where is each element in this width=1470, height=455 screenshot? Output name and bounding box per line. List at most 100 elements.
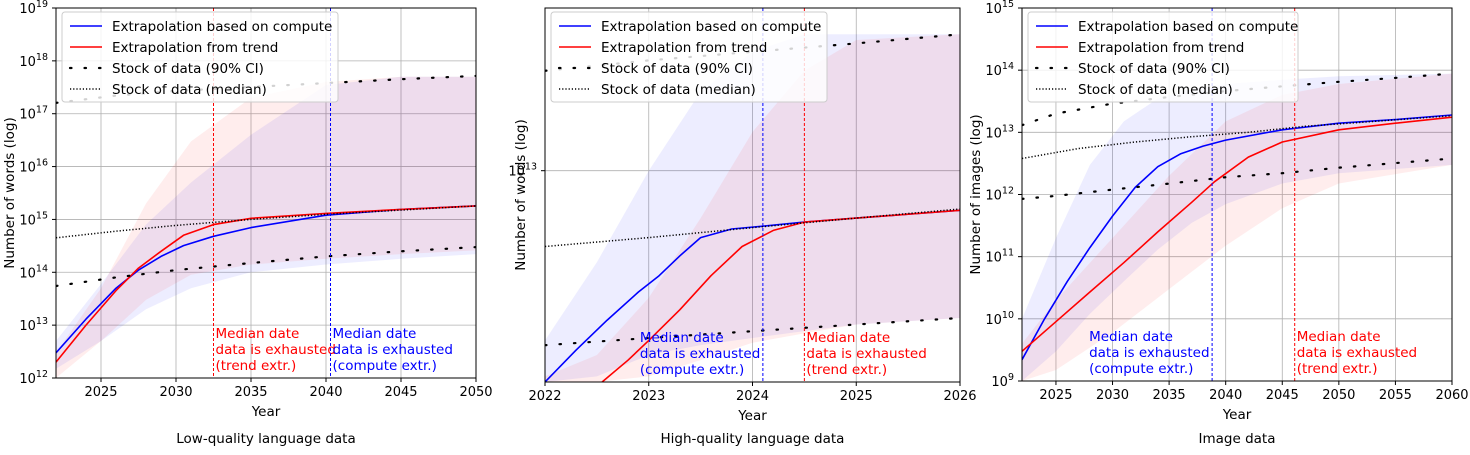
y-tick-base: 10 [985,313,1002,328]
y-tick-exponent: 12 [1002,186,1014,197]
x-tick-label: 2025 [84,385,117,400]
legend-label-ci: Stock of data (90% CI) [112,61,264,77]
y-tick-base: 10 [985,64,1002,79]
y-tick-base: 10 [19,372,36,387]
legend: Extrapolation based on compute Extrapolat… [61,11,339,103]
y-tick-base: 10 [991,375,1008,390]
series-line-ci_high [545,33,960,72]
y-tick-label: 1010 [985,310,1014,328]
legend-label-median: Stock of data (median) [112,82,267,98]
x-tick-label: 2055 [1379,388,1412,403]
median-date-annotation: data is exhausted [333,342,453,358]
y-tick-exponent: 19 [36,0,48,10]
y-tick-label: 109 [991,372,1014,390]
y-tick-label: 1017 [19,105,48,123]
y-tick-exponent: 11 [1002,248,1014,259]
legend: Extrapolation based on compute Extrapolat… [550,11,828,103]
median-date-annotation: Median date [333,326,417,342]
y-tick-exponent: 15 [1002,0,1014,10]
y-axis-label: Number of words (log) [513,119,529,270]
series-line-median [545,208,960,248]
median-date-annotation: Median date [216,326,300,342]
ci-band-compute [545,34,960,382]
y-tick-exponent: 15 [36,210,48,221]
y-tick-exponent: 13 [1002,123,1014,134]
x-tick-label: 2050 [459,385,492,400]
y-tick-base: 10 [985,189,1002,204]
x-axis-label: Year [251,404,281,420]
median-date-annotation: Median date [1089,329,1173,345]
median-date-annotation: Median date [640,330,724,346]
series-line-compute [56,205,476,354]
y-tick-exponent: 17 [36,105,48,116]
median-date-annotation: (compute extr.) [640,362,744,378]
series-line-median [56,205,476,239]
axes-frame [55,7,477,379]
y-tick-label: 1014 [19,263,48,281]
y-tick-label: 1013 [508,162,537,180]
y-tick-exponent: 13 [36,316,48,327]
chart-title: High-quality language data [661,431,845,447]
legend-label-compute: Extrapolation based on compute [112,19,332,35]
ci-band-trend [56,76,476,378]
y-tick-exponent: 16 [36,158,48,169]
y-tick-label: 1012 [985,186,1014,204]
chart-title: Low-quality language data [176,431,355,447]
x-tick-label: 2050 [1322,388,1355,403]
series-line-trend [56,205,476,363]
x-tick-label: 2035 [234,385,267,400]
median-date-annotation: (compute extr.) [333,358,437,374]
plot-area [545,33,960,382]
x-tick-label: 2025 [840,389,873,404]
y-tick-base: 10 [19,319,36,334]
y-tick-base: 10 [19,108,36,123]
x-tick-label: 2025 [1039,388,1072,403]
median-date-annotation: data is exhausted [216,342,336,358]
x-tick-label: 2045 [1266,388,1299,403]
x-tick-label: 2023 [632,389,665,404]
x-tick-label: 2040 [1209,388,1242,403]
x-axis-label: Year [737,408,767,424]
legend-box [550,11,828,103]
series-line-trend [1022,116,1452,352]
chart-title: Image data [1199,431,1276,447]
legend-label-trend: Extrapolation from trend [601,40,767,56]
legend-label-trend: Extrapolation from trend [112,40,278,56]
legend-label-compute: Extrapolation based on compute [1078,19,1298,35]
legend-label-trend: Extrapolation from trend [1078,40,1244,56]
median-date-annotation: data is exhausted [640,346,760,362]
y-tick-label: 1013 [985,123,1014,141]
ci-band-trend [1022,73,1452,381]
y-tick-label: 1015 [985,0,1014,17]
legend-label-median: Stock of data (median) [1078,82,1233,98]
median-date-annotation: (trend extr.) [1297,361,1378,377]
median-date-annotation: data is exhausted [1297,345,1417,361]
y-tick-label: 1016 [19,158,48,176]
y-tick-exponent: 14 [36,263,48,274]
x-tick-label: 2030 [159,385,192,400]
y-tick-label: 1015 [19,210,48,228]
median-date-annotation: (trend extr.) [806,362,887,378]
median-date-annotation: Median date [1297,329,1381,345]
y-tick-label: 1012 [19,369,48,387]
y-tick-base: 10 [985,126,1002,141]
plot-area [56,74,476,378]
x-tick-label: 2030 [1096,388,1129,403]
ci-band-compute [56,76,476,369]
y-tick-base: 10 [19,161,36,176]
y-tick-exponent: 18 [36,52,48,63]
median-date-annotation: data is exhausted [1089,345,1209,361]
y-tick-label: 1019 [19,0,48,17]
y-tick-base: 10 [508,165,525,180]
ci-band-trend [545,34,960,382]
legend-label-ci: Stock of data (90% CI) [601,61,753,77]
y-tick-exponent: 9 [1008,372,1014,383]
x-tick-label: 2022 [528,389,561,404]
y-tick-exponent: 12 [36,369,48,380]
median-date-annotation: data is exhausted [806,346,926,362]
median-date-annotation: (compute extr.) [1089,361,1193,377]
legend: Extrapolation based on compute Extrapolat… [1027,11,1299,103]
y-axis-label: Number of images (log) [968,114,984,274]
